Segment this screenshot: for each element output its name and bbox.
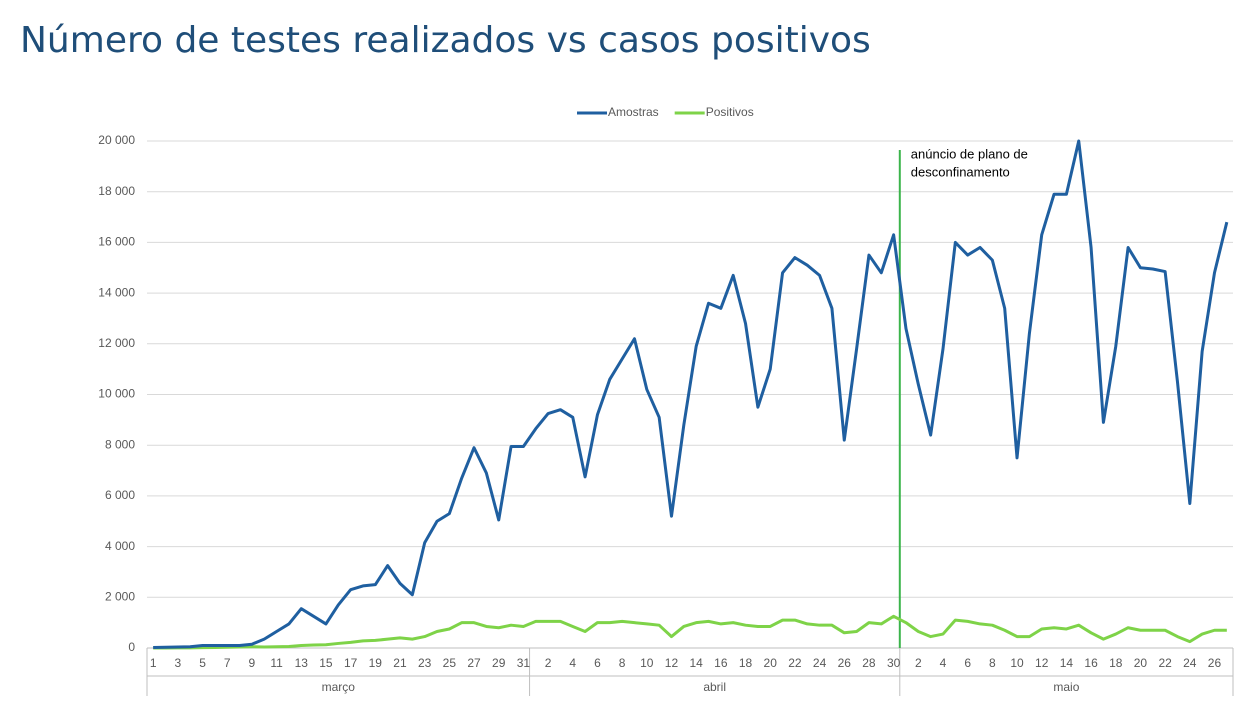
x-tick-label: 19 — [369, 656, 383, 670]
x-tick-label: 29 — [492, 656, 506, 670]
x-tick-label: 24 — [813, 656, 827, 670]
x-tick-label: 31 — [517, 656, 531, 670]
x-tick-label: 27 — [467, 656, 481, 670]
y-tick-label: 12 000 — [98, 336, 135, 350]
x-tick-label: 1 — [150, 656, 157, 670]
x-tick-label: 22 — [788, 656, 802, 670]
y-tick-label: 4 000 — [105, 539, 135, 553]
x-tick-label: 26 — [838, 656, 852, 670]
x-tick-label: 2 — [915, 656, 922, 670]
y-tick-label: 10 000 — [98, 387, 135, 401]
x-tick-label: 16 — [1084, 656, 1098, 670]
x-tick-label: 10 — [640, 656, 654, 670]
annotation-text: anúncio de plano de — [911, 146, 1028, 161]
x-tick-label: 9 — [249, 656, 256, 670]
annotation-text: desconfinamento — [911, 164, 1010, 179]
x-tick-label: 12 — [665, 656, 679, 670]
x-tick-label: 2 — [545, 656, 552, 670]
y-tick-label: 2 000 — [105, 589, 135, 603]
x-tick-label: 17 — [344, 656, 358, 670]
x-tick-label: 20 — [764, 656, 778, 670]
x-tick-label: 6 — [964, 656, 971, 670]
x-tick-label: 13 — [295, 656, 309, 670]
x-tick-label: 26 — [1208, 656, 1222, 670]
x-tick-label: 24 — [1183, 656, 1197, 670]
x-tick-label: 5 — [199, 656, 206, 670]
y-tick-label: 8 000 — [105, 437, 135, 451]
x-tick-label: 25 — [443, 656, 457, 670]
x-tick-label: 10 — [1010, 656, 1024, 670]
series-line — [153, 614, 1227, 650]
group-label: abril — [703, 680, 726, 694]
legend-label: Amostras — [608, 105, 659, 119]
group-label: março — [322, 680, 356, 694]
x-tick-label: 20 — [1134, 656, 1148, 670]
x-tick-label: 8 — [619, 656, 626, 670]
x-tick-label: 18 — [1109, 656, 1123, 670]
x-tick-label: 4 — [569, 656, 576, 670]
x-tick-label: 21 — [393, 656, 407, 670]
x-tick-label: 22 — [1158, 656, 1172, 670]
x-tick-label: 14 — [689, 656, 703, 670]
y-tick-label: 14 000 — [98, 285, 135, 299]
x-tick-label: 28 — [862, 656, 876, 670]
legend-label: Positivos — [706, 105, 754, 119]
y-tick-label: 6 000 — [105, 488, 135, 502]
x-tick-label: 18 — [739, 656, 753, 670]
x-tick-label: 11 — [270, 656, 283, 670]
x-tick-label: 3 — [175, 656, 182, 670]
y-tick-label: 16 000 — [98, 235, 135, 249]
group-label: maio — [1053, 680, 1079, 694]
x-tick-label: 6 — [594, 656, 601, 670]
x-tick-label: 4 — [940, 656, 947, 670]
x-tick-label: 16 — [714, 656, 728, 670]
series-line — [153, 139, 1229, 649]
x-tick-label: 30 — [887, 656, 901, 670]
x-tick-label: 8 — [989, 656, 996, 670]
chart-title: Número de testes realizados vs casos pos… — [20, 20, 871, 61]
x-tick-label: 15 — [319, 656, 333, 670]
x-tick-label: 7 — [224, 656, 231, 670]
x-tick-label: 23 — [418, 656, 432, 670]
y-tick-label: 20 000 — [98, 133, 135, 147]
y-tick-label: 0 — [128, 640, 135, 654]
y-tick-label: 18 000 — [98, 184, 135, 198]
x-tick-label: 14 — [1060, 656, 1074, 670]
x-tick-label: 12 — [1035, 656, 1049, 670]
